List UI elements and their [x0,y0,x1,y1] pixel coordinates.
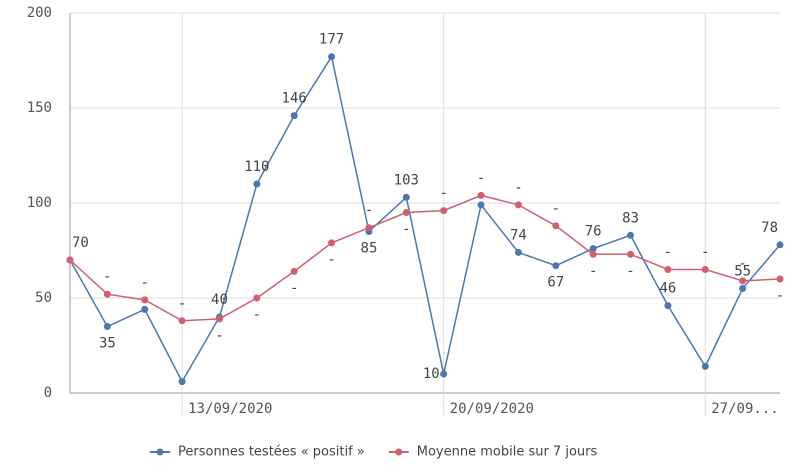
data-point [402,193,410,201]
value-label: - [253,307,261,323]
value-label: - [664,245,672,261]
value-label: 110 [244,159,269,175]
value-label: - [439,186,447,202]
data-point [440,207,448,215]
data-point [477,191,485,199]
value-label: - [103,269,111,285]
value-label: - [327,252,335,268]
data-point [776,241,784,249]
value-label: - [402,222,410,238]
data-point [776,275,784,283]
data-point [739,285,747,292]
data-point [589,250,597,258]
value-label: 55 [734,264,751,280]
value-label: 146 [282,91,307,107]
data-point [178,378,186,386]
x-tick-label: 27/09... [711,401,778,417]
value-label: - [738,256,746,272]
data-point [739,277,747,285]
data-point [701,362,709,370]
value-label: 177 [319,32,344,48]
data-point [514,201,522,209]
value-label: - [215,328,223,344]
value-label: - [589,263,597,279]
data-point [253,180,261,188]
value-label: 74 [510,227,527,243]
legend-label: Personnes testées « positif » [178,445,365,460]
value-label: 35 [99,336,116,352]
data-point [514,248,522,256]
x-tick-label: 13/09/2020 [188,401,272,417]
value-label: 70 [72,235,89,251]
value-label: 83 [622,210,639,226]
data-point [103,323,111,330]
value-label: - [701,245,709,261]
y-tick-label: 200 [27,5,52,21]
value-label: 76 [585,224,602,240]
data-point [402,209,410,216]
data-point [215,315,223,323]
data-point [701,266,709,273]
y-tick-label: 50 [35,290,52,306]
data-point [290,267,298,275]
value-label: 40 [211,292,228,308]
value-label: - [514,180,522,196]
y-tick-label: 100 [27,195,52,211]
data-point [664,302,672,310]
series-line [69,54,781,384]
data-point [552,262,560,270]
value-label: - [365,203,373,219]
data-point [178,317,186,325]
value-label: - [626,263,634,279]
value-label: 67 [547,275,564,291]
value-label: - [290,280,298,296]
data-point [477,201,485,209]
value-label: - [776,288,784,304]
legend-marker [395,448,403,456]
y-tick-label: 0 [44,385,52,401]
value-label: - [141,275,149,291]
data-point [627,231,635,239]
value-label: - [477,170,485,186]
data-point [589,245,597,253]
legend: Personnes testées « positif » Moyenne mob… [150,445,597,460]
data-point [664,266,672,273]
value-label: 85 [361,241,378,257]
data-point [141,305,149,313]
legend-label: Moyenne mobile sur 7 jours [417,445,598,460]
x-tick-label: 20/09/2020 [450,401,534,417]
value-label: 78 [761,220,778,236]
data-point [253,294,261,302]
data-point [440,370,448,378]
value-label: 103 [394,172,419,188]
data-point [141,296,149,304]
value-label: 10 [423,366,440,382]
data-point [290,112,298,120]
data-point [328,239,336,247]
value-label: 46 [659,281,676,297]
data-point [103,290,111,298]
value-label: - [552,201,560,217]
data-point [66,256,74,264]
data-point [627,250,635,258]
data-point [365,224,373,232]
data-point [552,222,560,230]
data-point [328,53,336,61]
legend-marker [156,448,164,456]
y-tick-label: 150 [27,100,52,116]
series-line [69,194,781,322]
value-label: - [178,296,186,312]
